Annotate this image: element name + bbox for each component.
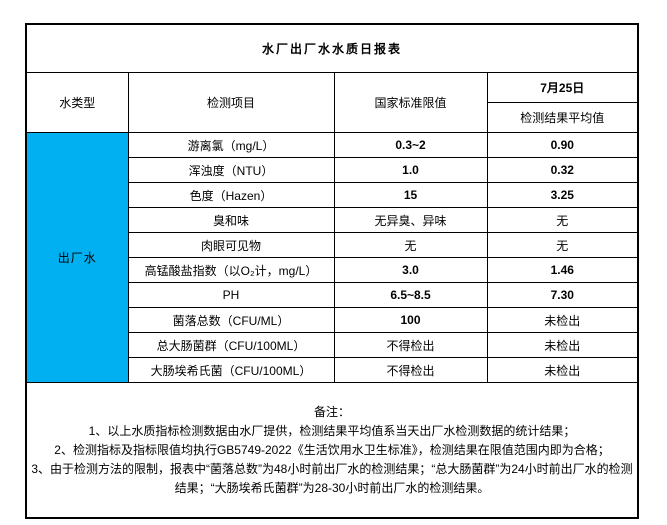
report-title: 水厂出厂水水质日报表 xyxy=(25,23,639,73)
item-turbidity: 浑浊度（NTU） xyxy=(127,157,335,183)
water-type-merged-cell: 出厂水 xyxy=(25,132,129,383)
header-row-1: 水类型 检测项目 国家标准限值 7月25日 xyxy=(25,72,639,133)
table-row: PH 6.5~8.5 7.30 xyxy=(26,282,639,308)
table-row: 出厂水 游离氯（mg/L） 0.3~2 0.90 xyxy=(25,132,639,383)
note-line-3: 3、由于检测方法的限制，报表中“菌落总数”为48小时前出厂水的检测结果；“总大肠… xyxy=(31,461,633,495)
result-e-coli: 未检出 xyxy=(486,357,639,383)
result-ph: 7.30 xyxy=(486,282,639,308)
note-line-2: 2、检测指标及指标限值均执行GB5749-2022《生活饮用水卫生标准》，检测结… xyxy=(54,442,610,457)
water-quality-report-table: 水厂出厂水水质日报表 水类型 检测项目 国家标准限值 7月25日 检测结果平均值… xyxy=(25,23,639,519)
limit-total-coliform: 不得检出 xyxy=(333,332,488,358)
header-result-average: 检测结果平均值 xyxy=(486,102,639,133)
result-free-chlorine: 0.90 xyxy=(486,132,639,158)
table-row: 色度（Hazen） 15 3.25 xyxy=(26,182,639,208)
table-row: 臭和味 无异臭、异味 无 xyxy=(26,207,639,233)
limit-free-chlorine: 0.3~2 xyxy=(333,132,488,158)
header-date: 7月25日 xyxy=(486,72,639,103)
item-permanganate-index: 高锰酸盐指数（以O₂计，mg/L） xyxy=(127,257,335,283)
result-total-coliform: 未检出 xyxy=(486,332,639,358)
title-row: 水厂出厂水水质日报表 xyxy=(25,23,639,73)
limit-visible-matter: 无 xyxy=(333,232,488,258)
header-test-item: 检测项目 xyxy=(127,72,335,133)
limit-odor-taste: 无异臭、异味 xyxy=(333,207,488,233)
item-free-chlorine: 游离氯（mg/L） xyxy=(127,132,335,158)
limit-turbidity: 1.0 xyxy=(333,157,488,183)
result-visible-matter: 无 xyxy=(486,232,639,258)
item-colony-count: 菌落总数（CFU/ML） xyxy=(127,307,335,333)
header-row-2: 检测结果平均值 xyxy=(26,102,639,133)
result-colony-count: 未检出 xyxy=(486,307,639,333)
item-total-coliform: 总大肠菌群（CFU/100ML） xyxy=(127,332,335,358)
table-row: 菌落总数（CFU/ML） 100 未检出 xyxy=(26,307,639,333)
result-color: 3.25 xyxy=(486,182,639,208)
table-row: 肉眼可见物 无 无 xyxy=(26,232,639,258)
table-row: 高锰酸盐指数（以O₂计，mg/L） 3.0 1.46 xyxy=(26,257,639,283)
notes-section: 备注： 1、以上水质指标检测数据由水厂提供，检测结果平均值系当天出厂水检测数据的… xyxy=(25,382,639,519)
table-row: 大肠埃希氏菌（CFU/100ML） 不得检出 未检出 xyxy=(26,357,639,383)
item-e-coli: 大肠埃希氏菌（CFU/100ML） xyxy=(127,357,335,383)
result-turbidity: 0.32 xyxy=(486,157,639,183)
item-ph: PH xyxy=(127,282,335,308)
limit-permanganate-index: 3.0 xyxy=(333,257,488,283)
item-visible-matter: 肉眼可见物 xyxy=(127,232,335,258)
limit-color: 15 xyxy=(333,182,488,208)
result-permanganate-index: 1.46 xyxy=(486,257,639,283)
result-odor-taste: 无 xyxy=(486,207,639,233)
table-row: 总大肠菌群（CFU/100ML） 不得检出 未检出 xyxy=(26,332,639,358)
item-odor-taste: 臭和味 xyxy=(127,207,335,233)
notes-row: 备注： 1、以上水质指标检测数据由水厂提供，检测结果平均值系当天出厂水检测数据的… xyxy=(25,382,639,519)
header-water-type: 水类型 xyxy=(25,72,129,133)
limit-ph: 6.5~8.5 xyxy=(333,282,488,308)
limit-colony-count: 100 xyxy=(333,307,488,333)
limit-e-coli: 不得检出 xyxy=(333,357,488,383)
note-line-1: 1、以上水质指标检测数据由水厂提供，检测结果平均值系当天出厂水检测数据的统计结果… xyxy=(88,423,576,438)
notes-label: 备注： xyxy=(313,404,350,419)
table-row: 浑浊度（NTU） 1.0 0.32 xyxy=(26,157,639,183)
header-national-standard: 国家标准限值 xyxy=(333,72,488,133)
item-color: 色度（Hazen） xyxy=(127,182,335,208)
